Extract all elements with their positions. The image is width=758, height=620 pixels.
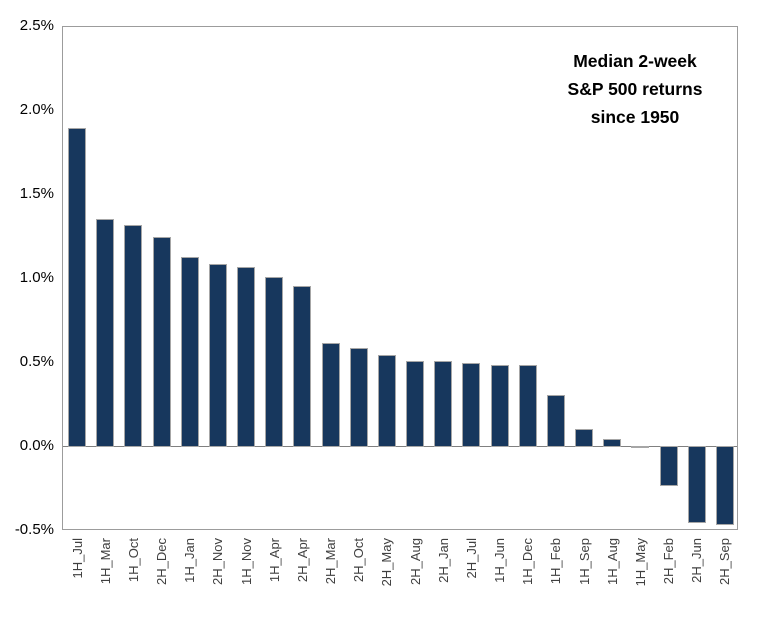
y-tick-label--0.5%: -0.5% (14, 521, 54, 538)
x-tick-label-1H_Sep: 1H_Sep (576, 538, 592, 585)
chart-title-line-3: since 1950 (590, 107, 680, 127)
chart-title-line-1: Median 2-week (573, 51, 697, 71)
bar-1H_May (631, 446, 650, 448)
y-tick-label-2.5%: 2.5% (19, 17, 54, 34)
x-tick-label-2H_Dec: 2H_Dec (154, 538, 170, 585)
bar-2H_Nov (208, 263, 227, 447)
chart-title-line-2: S&P 500 returns (567, 79, 703, 99)
x-tick-label-1H_Dec: 1H_Dec (520, 538, 536, 585)
x-tick-label-2H_Nov: 2H_Nov (210, 538, 226, 585)
y-tick-label-0.5%: 0.5% (19, 353, 54, 370)
y-tick-label-2.0%: 2.0% (19, 101, 54, 118)
bar-1H_Jan (180, 257, 199, 447)
x-tick-label-1H_Nov: 1H_Nov (238, 538, 254, 585)
bar-1H_Sep (575, 428, 594, 447)
y-tick-label-1.0%: 1.0% (19, 269, 54, 286)
x-tick-label-2H_Jan: 2H_Jan (435, 538, 451, 583)
bar-2H_Feb (659, 446, 678, 487)
x-tick-label-2H_Jul: 2H_Jul (463, 538, 479, 579)
plot-area (62, 26, 738, 530)
x-tick-label-1H_Jan: 1H_Jan (182, 538, 198, 583)
x-tick-label-2H_Oct: 2H_Oct (351, 538, 367, 583)
bar-2H_May (377, 354, 396, 447)
x-tick-label-2H_May: 2H_May (379, 538, 395, 587)
bar-2H_Apr (293, 285, 312, 447)
x-tick-label-1H_May: 1H_May (632, 538, 648, 587)
bar-1H_Aug (603, 438, 622, 447)
bar-1H_Nov (237, 267, 256, 447)
bar-2H_Jun (687, 446, 706, 524)
bar-1H_Oct (124, 225, 143, 447)
bar-1H_Jun (490, 364, 509, 447)
bar-2H_Mar (321, 342, 340, 447)
x-tick-label-1H_Aug: 1H_Aug (604, 538, 620, 585)
x-tick-label-1H_Apr: 1H_Apr (266, 538, 282, 583)
bar-1H_Apr (265, 277, 284, 447)
x-tick-label-1H_Oct: 1H_Oct (125, 538, 141, 583)
bar-2H_Sep (715, 446, 734, 525)
chart-title: Median 2-week S&P 500 returns since 1950 (515, 47, 755, 131)
x-tick-label-1H_Feb: 1H_Feb (548, 538, 564, 585)
x-tick-label-1H_Mar: 1H_Mar (97, 538, 113, 585)
x-tick-label-2H_Apr: 2H_Apr (294, 538, 310, 583)
bar-2H_Jul (462, 363, 481, 447)
bar-1H_Dec (518, 364, 537, 447)
x-tick-label-2H_Jun: 2H_Jun (689, 538, 705, 583)
x-tick-label-2H_Aug: 2H_Aug (407, 538, 423, 585)
x-tick-label-2H_Mar: 2H_Mar (323, 538, 339, 585)
bar-2H_Dec (152, 237, 171, 447)
bar-1H_Mar (96, 218, 115, 447)
y-tick-label-0.0%: 0.0% (19, 437, 54, 454)
bar-1H_Jul (68, 127, 87, 447)
y-tick-label-1.5%: 1.5% (19, 185, 54, 202)
bar-2H_Jan (434, 361, 453, 447)
zero-axis-line (63, 446, 737, 447)
bar-2H_Oct (349, 347, 368, 447)
bar-2H_Aug (406, 361, 425, 447)
x-tick-label-2H_Feb: 2H_Feb (661, 538, 677, 585)
x-tick-label-2H_Sep: 2H_Sep (717, 538, 733, 585)
bar-1H_Feb (546, 394, 565, 447)
x-tick-label-1H_Jul: 1H_Jul (69, 538, 85, 579)
x-tick-label-1H_Jun: 1H_Jun (492, 538, 508, 583)
